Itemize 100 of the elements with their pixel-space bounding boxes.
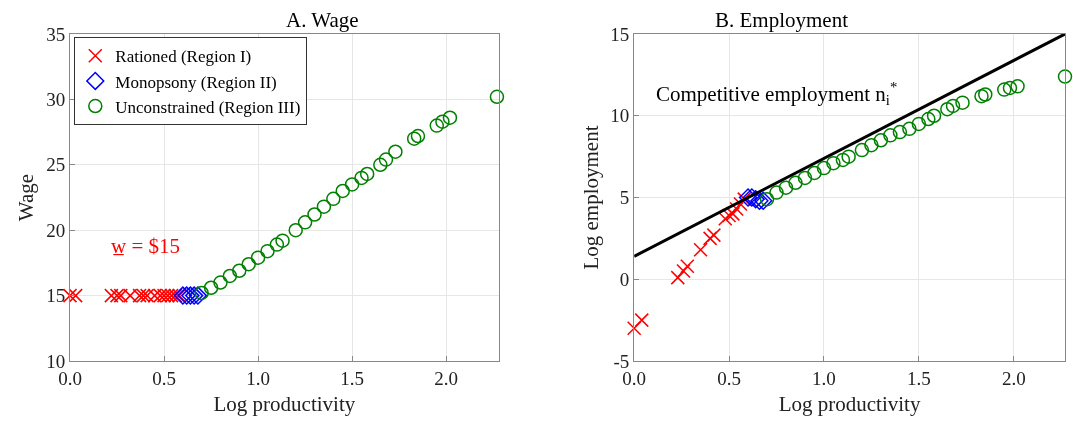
point (406, 131, 422, 146)
point (706, 227, 722, 243)
annotation: w̲ = $15 (111, 234, 181, 258)
x-tick-label: 1.0 (812, 367, 836, 389)
point (945, 98, 961, 114)
point (326, 191, 341, 207)
point (978, 87, 993, 102)
point (902, 121, 917, 137)
point (854, 142, 870, 158)
point (634, 312, 649, 328)
point (354, 170, 369, 186)
point (670, 270, 686, 285)
point (429, 118, 445, 133)
point (955, 95, 970, 110)
point (892, 124, 908, 140)
point (826, 155, 841, 171)
point (1002, 80, 1018, 96)
point (194, 285, 209, 301)
point (104, 288, 119, 303)
y-axis-title: Log employment (578, 125, 603, 270)
point (435, 114, 450, 129)
legend-label: Rationed (Region I) (115, 47, 252, 67)
point (873, 133, 889, 148)
point (816, 160, 832, 176)
point (410, 128, 426, 144)
x-tick-label: 2.0 (1001, 367, 1026, 389)
chart-title: A. Wage (286, 8, 359, 32)
point (926, 108, 942, 123)
point (188, 286, 208, 305)
point (373, 157, 388, 173)
point (316, 199, 332, 214)
point (911, 116, 927, 132)
point (288, 222, 303, 238)
point (725, 206, 741, 222)
x-tick-label: 1.5 (906, 367, 931, 389)
point (359, 166, 375, 182)
point (974, 88, 989, 104)
point (260, 243, 275, 259)
point (769, 185, 784, 200)
point (742, 188, 762, 207)
y-tick-label: 25 (46, 154, 66, 176)
x-tick-label: 1.5 (340, 367, 365, 389)
point (203, 280, 219, 295)
y-tick-label: 20 (46, 219, 66, 241)
point (181, 286, 200, 305)
legend-label: Monopsony (Region II) (115, 72, 277, 92)
y-tick-label: 15 (46, 285, 66, 307)
y-axis-title: Wage (14, 173, 39, 222)
point (442, 110, 458, 125)
point (213, 275, 228, 290)
point (750, 191, 769, 210)
point (676, 263, 691, 279)
x-tick-label: 1.0 (246, 367, 270, 389)
point (940, 101, 955, 117)
point (883, 128, 898, 143)
point (754, 191, 773, 210)
point (184, 286, 204, 305)
point (344, 177, 360, 192)
x-axis-title: Log productivity (778, 392, 921, 416)
point (759, 191, 775, 207)
point (807, 165, 822, 181)
point (1010, 79, 1025, 94)
y-tick-label: 35 (46, 23, 66, 45)
y-tick-label: 15 (610, 23, 630, 45)
point (177, 286, 196, 305)
point (797, 170, 813, 186)
point (788, 175, 803, 191)
x-tick-label: 0.5 (152, 367, 176, 389)
point (297, 215, 313, 230)
point (921, 111, 936, 127)
x-tick-label: 0.5 (717, 367, 741, 389)
point (275, 233, 290, 248)
point (864, 137, 879, 153)
point (335, 183, 350, 199)
point (626, 321, 642, 336)
y-tick-label: 10 (610, 105, 630, 127)
point (778, 180, 794, 195)
point (718, 211, 733, 227)
point (680, 258, 695, 274)
point (378, 152, 394, 167)
point (250, 250, 266, 265)
point (841, 149, 856, 164)
point (835, 152, 851, 168)
point (997, 82, 1012, 97)
point (1057, 69, 1073, 84)
point (232, 263, 247, 278)
x-axis-title: Log productivity (213, 392, 356, 416)
y-tick-label: 0 (619, 268, 630, 290)
point (738, 188, 758, 207)
point (489, 89, 505, 105)
point (702, 231, 718, 246)
point (222, 268, 238, 284)
point (746, 189, 765, 209)
y-tick-label: 5 (619, 187, 630, 209)
y-tick-label: 30 (46, 89, 66, 111)
point (241, 256, 256, 272)
legend-label: Unconstrained (Region III) (115, 97, 301, 117)
x-tick-label: 2.0 (434, 367, 459, 389)
point (113, 288, 129, 303)
point (269, 237, 285, 252)
